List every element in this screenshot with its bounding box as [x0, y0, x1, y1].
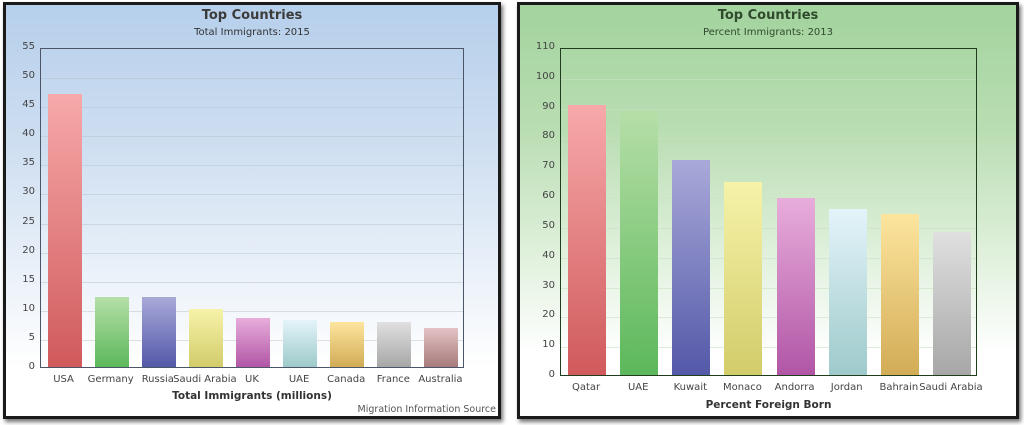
y-tick-label: 20	[22, 244, 35, 256]
y-tick-label: 30	[542, 279, 555, 291]
x-axis-title: Percent Foreign Born	[705, 399, 832, 411]
bar-bahrain	[880, 213, 919, 375]
bar-russia	[141, 297, 176, 367]
y-tick-label: 5	[28, 331, 35, 343]
y-tick-label: 35	[22, 157, 35, 169]
y-tick-label: 70	[542, 160, 555, 172]
gridline	[41, 252, 463, 254]
bar-andorra	[776, 197, 815, 375]
chart-panel-percent-immigrants: Top Countries Percent Immigrants: 2013 P…	[517, 2, 1019, 419]
y-tick-label: 60	[542, 190, 555, 202]
y-tick-label: 0	[548, 369, 555, 380]
x-tick-label: USA	[53, 374, 74, 385]
y-tick-label: 45	[22, 99, 35, 111]
y-tick-label: 50	[22, 70, 35, 82]
x-tick-label: UAE	[627, 382, 649, 393]
gridline	[41, 223, 463, 225]
chart-subtitle: Percent Immigrants: 2013	[702, 27, 834, 38]
x-tick-label: Kuwait	[673, 382, 708, 393]
x-tick-label: France	[376, 374, 410, 385]
x-tick-label: Jordan	[830, 382, 863, 393]
bar-uk	[236, 317, 270, 367]
y-tick-label: 30	[22, 186, 35, 198]
x-tick-label: Andorra	[774, 382, 815, 393]
bar-uae	[283, 320, 318, 367]
gridline	[41, 281, 463, 283]
gridline	[561, 287, 976, 289]
gridline	[561, 227, 976, 229]
y-tick-label: 90	[542, 100, 555, 112]
x-tick-label: Germany	[87, 374, 134, 385]
gridline	[561, 168, 976, 170]
bar-germany	[94, 297, 129, 367]
x-tick-label: Canada	[327, 374, 366, 385]
source-credit: Migration Information Source	[357, 404, 496, 415]
y-tick-label: 0	[28, 361, 35, 372]
chart-panel-total-immigrants: Top Countries Total Immigrants: 2015 Tot…	[3, 2, 501, 419]
x-tick-label: Saudi Arabia	[919, 382, 983, 393]
y-tick-label: 110	[535, 41, 555, 52]
bar-saudi-arabia	[932, 231, 971, 375]
y-tick-label: 80	[542, 130, 555, 142]
plot-area	[40, 48, 464, 368]
y-tick-label: 40	[22, 128, 35, 140]
x-tick-label: Qatar	[571, 382, 601, 393]
x-tick-label: UAE	[288, 374, 310, 385]
gridline	[41, 136, 463, 138]
chart-title: Top Countries	[201, 8, 303, 23]
bar-kuwait	[672, 160, 711, 375]
y-tick-label: 40	[542, 249, 555, 261]
gridline	[561, 108, 976, 110]
bar-monaco	[724, 182, 763, 375]
gridline	[41, 107, 463, 109]
x-tick-label: Monaco	[723, 382, 762, 393]
gridline	[41, 165, 463, 167]
gridline	[561, 198, 976, 200]
bar-usa	[47, 93, 82, 367]
bar-france	[377, 321, 412, 367]
gridline	[561, 317, 976, 319]
gridline	[561, 78, 976, 80]
x-tick-label: Australia	[418, 374, 463, 385]
y-tick-label: 50	[542, 219, 555, 231]
bar-uae	[620, 111, 659, 375]
bar-saudi-arabia	[188, 308, 223, 367]
gridline	[41, 78, 463, 80]
x-tick-label: Saudi Arabia	[173, 374, 237, 385]
x-tick-label: Bahrain	[879, 382, 919, 393]
x-axis-title: Total Immigrants (millions)	[172, 390, 332, 402]
bar-canada	[330, 321, 365, 367]
chart-title: Top Countries	[717, 8, 819, 23]
plot-area	[560, 48, 977, 376]
y-tick-label: 100	[535, 70, 555, 82]
gridline	[561, 138, 976, 140]
gridline	[41, 310, 463, 312]
gridline	[41, 194, 463, 196]
y-tick-label: 10	[22, 302, 35, 314]
bar-jordan	[828, 208, 867, 375]
x-tick-label: Russia	[141, 374, 174, 385]
gridline	[561, 347, 976, 349]
bar-australia	[424, 328, 459, 367]
y-tick-label: 10	[542, 339, 555, 351]
y-tick-label: 15	[22, 273, 35, 285]
y-tick-label: 25	[22, 215, 35, 227]
y-tick-label: 55	[22, 41, 35, 52]
y-tick-label: 20	[542, 309, 555, 321]
chart-subtitle: Total Immigrants: 2015	[194, 27, 310, 38]
bar-qatar	[568, 104, 607, 375]
gridline	[561, 257, 976, 259]
x-tick-label: UK	[245, 374, 259, 385]
